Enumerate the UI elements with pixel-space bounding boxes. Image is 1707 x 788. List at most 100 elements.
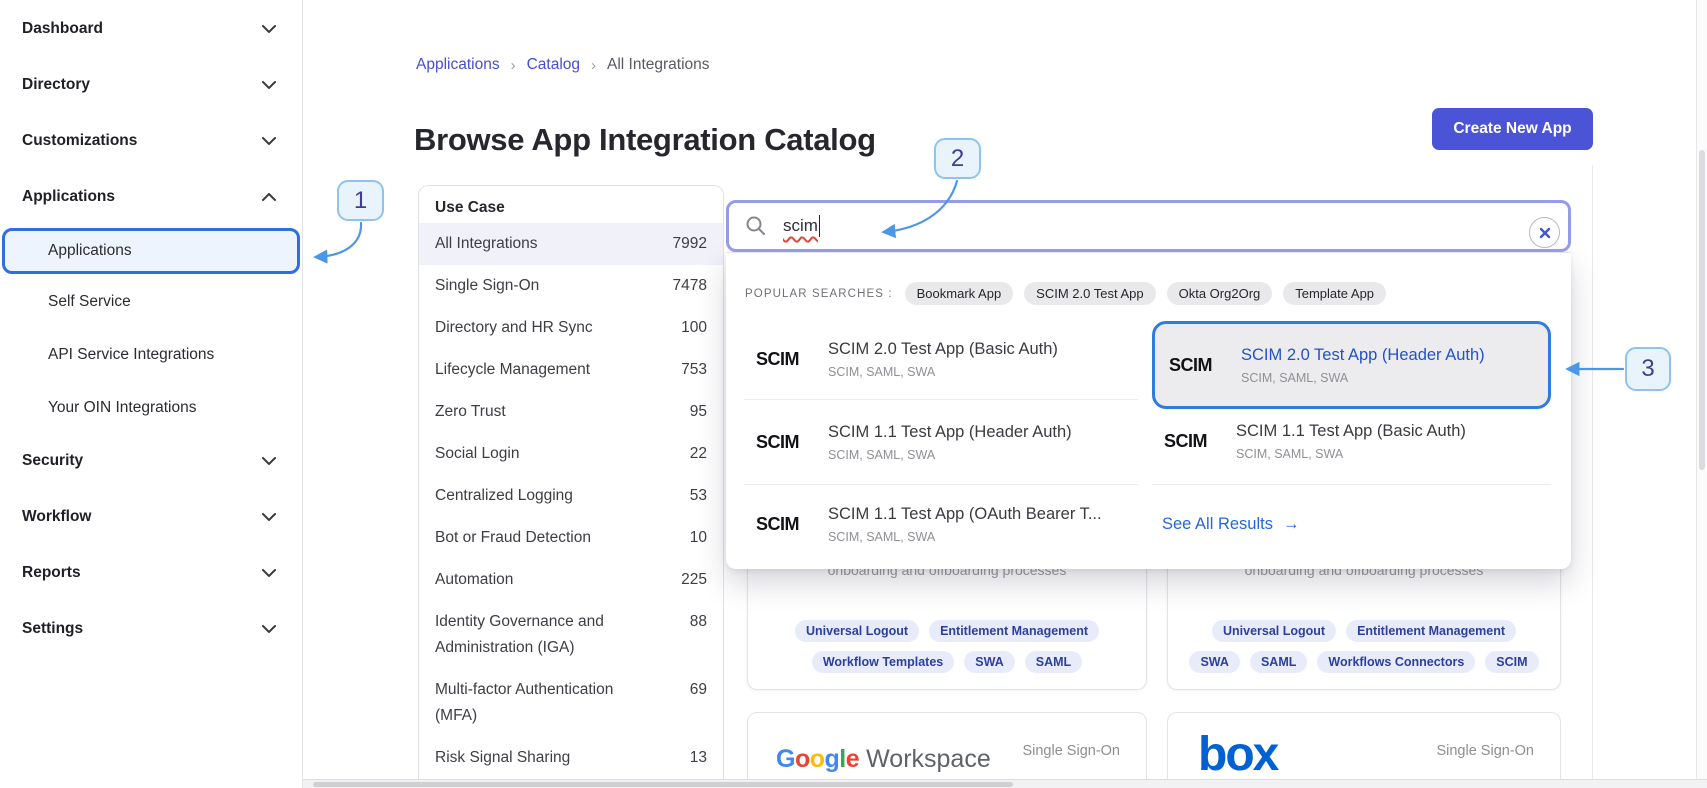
capability-tag[interactable]: SAML xyxy=(1249,651,1308,673)
clear-search-button[interactable] xyxy=(1529,217,1560,248)
page-title: Browse App Integration Catalog xyxy=(414,121,876,157)
popular-searches-row: POPULAR SEARCHES : Bookmark App SCIM 2.0 … xyxy=(745,282,1387,305)
use-case-row[interactable]: Lifecycle Management 753 xyxy=(419,349,723,391)
capability-tag[interactable]: Universal Logout xyxy=(1211,620,1337,642)
chevron-down-icon xyxy=(262,625,276,633)
sidebar-item[interactable]: Applications xyxy=(0,177,302,217)
google-logo-suffix: Workspace xyxy=(866,745,991,773)
box-card[interactable]: box Single Sign-On xyxy=(1167,712,1561,788)
use-case-panel: Use Case All Integrations 7992 Single Si… xyxy=(418,185,724,779)
search-result-item[interactable]: SCIM SCIM 1.1 Test App (OAuth Bearer T..… xyxy=(744,484,1138,564)
use-case-row[interactable]: Zero Trust 95 xyxy=(419,391,723,433)
tag-row: Universal Logout Entitlement Management xyxy=(1168,620,1560,642)
capability-tag[interactable]: SAML xyxy=(1024,651,1083,673)
see-all-results-label: See All Results xyxy=(1162,515,1273,533)
use-case-label: Multi-factor Authentication (MFA) xyxy=(435,681,614,724)
sidebar-item-label: Self Service xyxy=(48,293,131,310)
sidebar-item-label: Security xyxy=(22,452,84,469)
use-case-label: Single Sign-On xyxy=(435,277,540,294)
use-case-count: 13 xyxy=(689,749,707,766)
use-case-label: Bot or Fraud Detection xyxy=(435,529,591,546)
popular-search-chip[interactable]: Bookmark App xyxy=(904,282,1014,305)
use-case-row[interactable]: Risk Signal Sharing 13 xyxy=(419,737,723,779)
arrow-right-icon: → xyxy=(1282,515,1300,533)
result-title: SCIM 1.1 Test App (Header Auth) xyxy=(828,422,1072,441)
horizontal-scrollbar-thumb[interactable] xyxy=(313,782,1013,787)
sidebar-item-label: Reports xyxy=(22,564,81,581)
catalog-search-input[interactable]: scim xyxy=(726,200,1571,252)
google-logo-letter: o xyxy=(794,745,810,773)
use-case-label: Automation xyxy=(435,571,514,588)
use-case-row[interactable]: Bot or Fraud Detection 10 xyxy=(419,517,723,559)
use-case-row[interactable]: Social Login 22 xyxy=(419,433,723,475)
category-label: Single Sign-On xyxy=(1436,743,1534,759)
use-case-label: Zero Trust xyxy=(435,403,506,420)
text-caret xyxy=(818,215,821,237)
breadcrumb-separator: › xyxy=(510,56,516,74)
popular-search-chip[interactable]: Okta Org2Org xyxy=(1166,282,1273,305)
use-case-row[interactable]: Identity Governance and Administration (… xyxy=(419,601,723,669)
callout-badge-2: 2 xyxy=(934,138,981,179)
capability-tag[interactable]: SWA xyxy=(1189,651,1240,673)
result-protocols: SCIM, SAML, SWA xyxy=(1236,447,1344,461)
search-result-item[interactable]: SCIM SCIM 2.0 Test App (Header Auth) SCI… xyxy=(1152,321,1551,409)
sidebar-item[interactable]: Self Service xyxy=(0,282,302,322)
search-icon xyxy=(745,215,767,237)
use-case-count: 95 xyxy=(689,403,707,420)
use-case-row[interactable]: Directory and HR Sync 100 xyxy=(419,307,723,349)
tag-row: Universal Logout Entitlement Management xyxy=(748,620,1146,642)
sidebar-item[interactable]: Settings xyxy=(0,609,302,649)
use-case-count: 69 xyxy=(689,681,707,698)
use-case-count: 7478 xyxy=(672,277,707,294)
result-protocols: SCIM, SAML, SWA xyxy=(828,447,936,462)
sidebar-item[interactable]: Dashboard xyxy=(0,9,302,49)
use-case-row[interactable]: Multi-factor Authentication (MFA) 69 xyxy=(419,669,723,737)
sidebar-item[interactable]: Workflow xyxy=(0,497,302,537)
popular-search-chip[interactable]: SCIM 2.0 Test App xyxy=(1024,282,1156,305)
use-case-row[interactable]: Automation 225 xyxy=(419,559,723,601)
popular-search-chips: Bookmark App SCIM 2.0 Test App Okta Org2Or… xyxy=(904,282,1387,305)
use-case-label: Lifecycle Management xyxy=(435,361,591,378)
sidebar-item[interactable]: Reports xyxy=(0,553,302,593)
search-result-item[interactable]: SCIM SCIM 1.1 Test App (Header Auth) SCI… xyxy=(744,399,1138,484)
sidebar-item[interactable]: Applications xyxy=(2,228,300,274)
capability-tag[interactable]: Universal Logout xyxy=(794,620,920,642)
sidebar-item[interactable]: Security xyxy=(0,441,302,481)
capability-tag[interactable]: SWA xyxy=(964,651,1015,673)
use-case-label: Identity Governance and Administration (… xyxy=(435,613,604,656)
scim-logo: SCIM xyxy=(1164,431,1208,451)
search-result-item[interactable]: SCIM SCIM 2.0 Test App (Basic Auth) SCIM… xyxy=(744,319,1138,399)
sidebar-item[interactable]: Your OIN Integrations xyxy=(0,388,302,428)
category-label: Single Sign-On xyxy=(1022,743,1120,759)
use-case-row[interactable]: Single Sign-On 7478 xyxy=(419,265,723,307)
sidebar-item[interactable]: Customizations xyxy=(0,121,302,161)
popular-searches-label: POPULAR SEARCHES : xyxy=(745,287,893,300)
result-protocols: SCIM, SAML, SWA xyxy=(828,530,936,544)
capability-tag[interactable]: Entitlement Management xyxy=(1346,620,1517,642)
capability-tag[interactable]: Workflow Templates xyxy=(811,651,955,673)
sidebar-item[interactable]: Directory xyxy=(0,65,302,105)
search-results-dropdown: POPULAR SEARCHES : Bookmark App SCIM 2.0 … xyxy=(726,252,1571,569)
chevron-up-icon xyxy=(262,193,276,201)
capability-tag[interactable]: Entitlement Management xyxy=(929,620,1100,642)
horizontal-scrollbar[interactable] xyxy=(303,779,1707,788)
create-new-app-button[interactable]: Create New App xyxy=(1432,108,1593,150)
capability-tag[interactable]: SCIM xyxy=(1485,651,1539,673)
see-all-results-cell: See All Results → xyxy=(1152,484,1551,564)
use-case-row[interactable]: All Integrations 7992 xyxy=(419,223,723,265)
sidebar-item[interactable]: API Service Integrations xyxy=(0,335,302,375)
vertical-scrollbar-thumb[interactable] xyxy=(1699,150,1705,470)
search-result-item[interactable]: SCIM SCIM 1.1 Test App (Basic Auth) SCIM… xyxy=(1152,399,1551,484)
popular-search-chip[interactable]: Template App xyxy=(1283,282,1387,305)
see-all-results-link[interactable]: See All Results → xyxy=(1162,515,1299,534)
sidebar-item-label: Your OIN Integrations xyxy=(48,399,197,416)
content-boundary-line xyxy=(1592,165,1593,779)
breadcrumb-catalog[interactable]: Catalog xyxy=(526,56,581,73)
capability-tag[interactable]: Workflows Connectors xyxy=(1317,651,1476,673)
vertical-scrollbar[interactable] xyxy=(1696,0,1707,788)
google-workspace-card[interactable]: Google Workspace Single Sign-On xyxy=(747,712,1147,788)
use-case-row[interactable]: Centralized Logging 53 xyxy=(419,475,723,517)
chevron-down-icon xyxy=(262,513,276,521)
chevron-down-icon xyxy=(262,81,276,89)
breadcrumb-applications[interactable]: Applications xyxy=(416,56,500,73)
